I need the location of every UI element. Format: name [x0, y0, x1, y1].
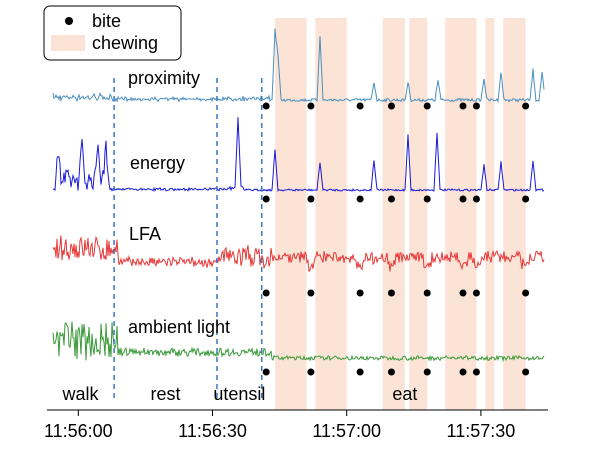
bite-dot-r1-1: [307, 195, 315, 203]
bite-dot-r3-1: [307, 368, 315, 376]
bite-dot-r3-4: [423, 368, 431, 376]
trace-energy: [52, 117, 545, 193]
series-label-0: proximity: [128, 68, 200, 88]
trace-proximity: [52, 28, 545, 104]
chewing-band-1: [315, 18, 347, 410]
x-tick-label-3: 11:57:30: [447, 421, 516, 441]
bite-dot-r1-3: [387, 195, 395, 203]
bite-dot-r0-2: [356, 102, 364, 110]
bite-dot-r0-6: [472, 102, 480, 110]
bite-dot-r2-7: [522, 289, 530, 297]
legend-label-1: chewing: [92, 33, 158, 53]
chewing-band-2: [382, 18, 405, 410]
phase-labels: walk rest utensil eat: [62, 384, 418, 404]
series-labels: proximity energy LFA ambient light: [128, 68, 230, 337]
chewing-bands: [275, 18, 526, 410]
bite-dot-r0-0: [262, 102, 270, 110]
x-tick-label-0: 11:56:00: [44, 421, 113, 441]
bite-dot-r2-2: [356, 289, 364, 297]
phase-label-1: rest: [151, 384, 181, 404]
x-axis: 11:56:00 11:56:30 11:57:00 11:57:30: [44, 409, 548, 441]
bite-dot-r1-0: [262, 195, 270, 203]
phase-label-3: eat: [392, 384, 417, 404]
x-tick-label-1: 11:56:30: [178, 421, 247, 441]
bite-dot-r3-7: [522, 368, 530, 376]
bite-dot-r2-1: [307, 289, 315, 297]
bite-dot-r0-5: [459, 102, 467, 110]
series-label-3: ambient light: [128, 317, 230, 337]
legend-chewing-swatch: [51, 35, 85, 51]
bite-dot-r3-5: [459, 368, 467, 376]
legend-label-0: bite: [92, 11, 121, 31]
x-tick-label-2: 11:57:00: [312, 421, 381, 441]
bite-dot-r0-3: [387, 102, 395, 110]
bite-dot-r3-0: [262, 368, 270, 376]
bite-dot-r2-0: [262, 289, 270, 297]
chewing-band-5: [485, 18, 495, 410]
bite-dot-r2-3: [387, 289, 395, 297]
bite-dot-r3-2: [356, 368, 364, 376]
bite-dot-r1-2: [356, 195, 364, 203]
bite-dot-r1-4: [423, 195, 431, 203]
chewing-band-3: [409, 18, 428, 410]
bite-dot-r1-5: [459, 195, 467, 203]
series-label-2: LFA: [129, 224, 161, 244]
series-label-1: energy: [130, 153, 185, 173]
bite-dot-r1-6: [472, 195, 480, 203]
bite-dot-r0-7: [522, 102, 530, 110]
bite-dot-r2-5: [459, 289, 467, 297]
phase-label-0: walk: [62, 384, 100, 404]
bite-dot-r0-1: [307, 102, 315, 110]
trace-ambient-light: [52, 321, 545, 363]
bite-dot-r2-4: [423, 289, 431, 297]
legend-bite-marker: [65, 17, 73, 25]
bite-markers: [262, 102, 530, 376]
bite-dot-r3-3: [387, 368, 395, 376]
trace-lfa: [52, 235, 545, 273]
bite-dot-r2-6: [472, 289, 480, 297]
bite-dot-r0-4: [423, 102, 431, 110]
phase-label-2: utensil: [213, 384, 265, 404]
chewing-band-6: [503, 18, 526, 410]
bite-dot-r3-6: [472, 368, 480, 376]
chewing-band-4: [445, 18, 477, 410]
bite-dot-r1-7: [522, 195, 530, 203]
sensor-traces: [52, 28, 545, 363]
